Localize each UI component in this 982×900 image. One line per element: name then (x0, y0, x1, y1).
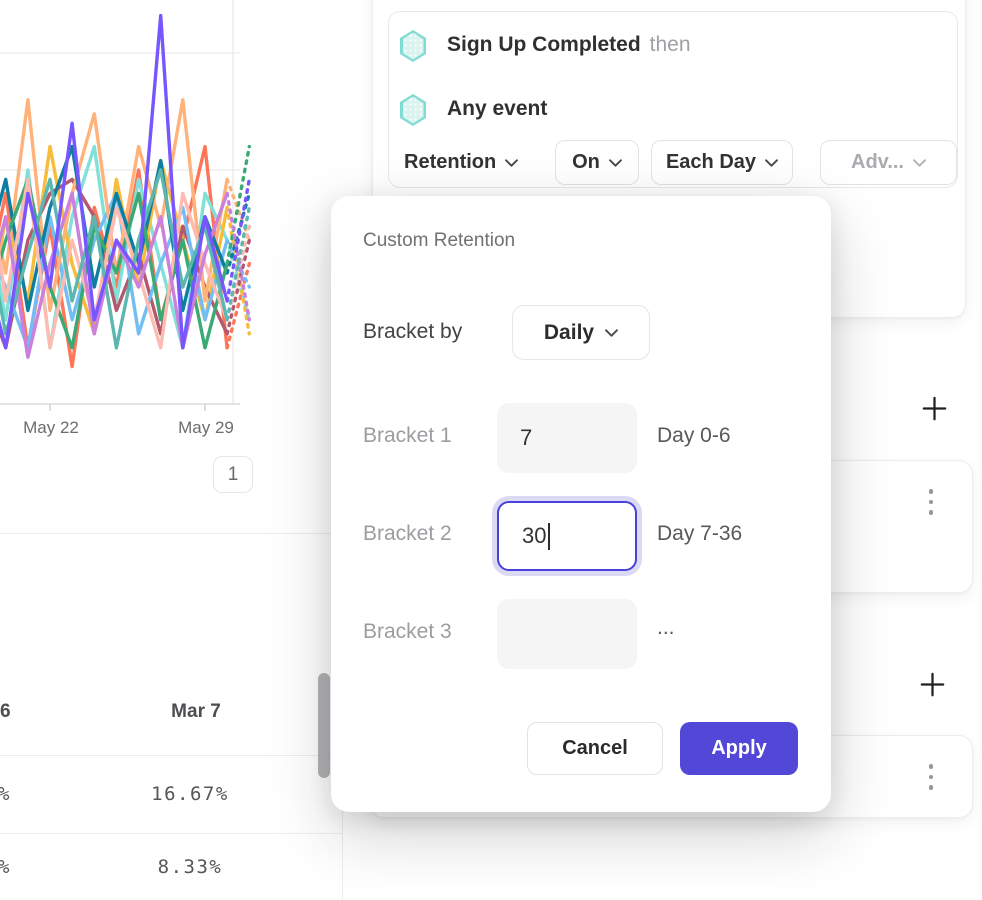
x-axis-tick-label: May 29 (178, 418, 234, 437)
plus-icon (920, 672, 944, 696)
bracket-2-input[interactable]: 30 (497, 501, 637, 571)
dropdown-label: Adv... (851, 151, 904, 173)
line-chart-svg (0, 0, 252, 411)
on-dropdown[interactable]: On (555, 140, 639, 185)
retention-line-chart[interactable] (0, 0, 262, 416)
bracket-by-label: Bracket by (363, 320, 463, 343)
custom-retention-modal: Custom Retention Bracket by Daily Bracke… (331, 196, 831, 812)
dropdown-label: Retention (404, 151, 497, 173)
table-cell-partial: % (0, 856, 11, 878)
apply-button[interactable]: Apply (680, 722, 798, 775)
query-step-row[interactable]: Sign Up Completed then (447, 33, 691, 57)
cancel-button[interactable]: Cancel (527, 722, 663, 775)
kebab-menu-button[interactable] (924, 485, 938, 519)
bracket-by-dropdown[interactable]: Daily (512, 305, 650, 360)
query-step-row[interactable]: Any event (447, 97, 547, 121)
hexagon-event-icon (400, 30, 426, 62)
pagination-page-1[interactable]: 1 (213, 456, 253, 493)
input-value: 7 (520, 425, 533, 450)
kebab-dot (928, 785, 934, 790)
table-cell-value: 16.67% (151, 783, 229, 805)
table-cell-value: 8.33% (157, 856, 223, 878)
table-cell-partial: % (0, 783, 11, 805)
plus-icon (922, 396, 946, 420)
advanced-dropdown[interactable]: Adv... (820, 140, 957, 185)
table-top-border (0, 533, 352, 534)
kebab-dot (928, 499, 934, 505)
event-name[interactable]: Sign Up Completed (447, 33, 641, 56)
dropdown-label: On (572, 151, 600, 173)
bracket-3-range: ... (657, 616, 675, 639)
query-steps-box: Sign Up Completed then Any event Retentio… (388, 11, 958, 188)
chevron-down-icon (505, 158, 519, 167)
step-suffix: then (649, 33, 691, 56)
bracket-2-label: Bracket 2 (363, 522, 452, 545)
input-value: 30 (522, 523, 547, 548)
kebab-dot (928, 489, 934, 494)
event-name[interactable]: Any event (447, 97, 548, 120)
kebab-menu-button[interactable] (924, 760, 938, 794)
chevron-down-icon (913, 158, 926, 167)
table-header-mar-7: Mar 7 (171, 701, 221, 722)
table-header-partial: 6 (0, 701, 11, 722)
modal-title: Custom Retention (363, 230, 516, 251)
text-cursor (548, 522, 551, 550)
kebab-dot (928, 764, 934, 769)
bracket-3-input[interactable] (497, 599, 637, 669)
hexagon-event-icon (400, 94, 426, 126)
dropdown-label: Daily (543, 320, 595, 344)
retention-dropdown[interactable]: Retention (404, 140, 519, 185)
table-scrollbar-thumb[interactable] (318, 673, 330, 778)
chevron-down-icon (608, 158, 622, 167)
dropdown-label: Each Day (665, 151, 757, 173)
table-divider (0, 833, 342, 834)
kebab-dot (928, 510, 934, 515)
add-section-button[interactable] (913, 665, 951, 703)
x-axis-tick-label: May 22 (23, 418, 79, 437)
kebab-dot (928, 774, 934, 780)
table-divider (0, 755, 342, 756)
bracket-1-label: Bracket 1 (363, 424, 452, 447)
each-day-dropdown[interactable]: Each Day (651, 140, 793, 185)
chevron-down-icon (765, 158, 778, 167)
bracket-1-range: Day 0-6 (657, 424, 731, 447)
bracket-2-range: Day 7-36 (657, 522, 743, 545)
chevron-down-icon (605, 328, 618, 337)
add-section-button[interactable] (915, 389, 953, 427)
bracket-1-input[interactable]: 7 (497, 403, 637, 473)
bracket-3-label: Bracket 3 (363, 620, 452, 643)
